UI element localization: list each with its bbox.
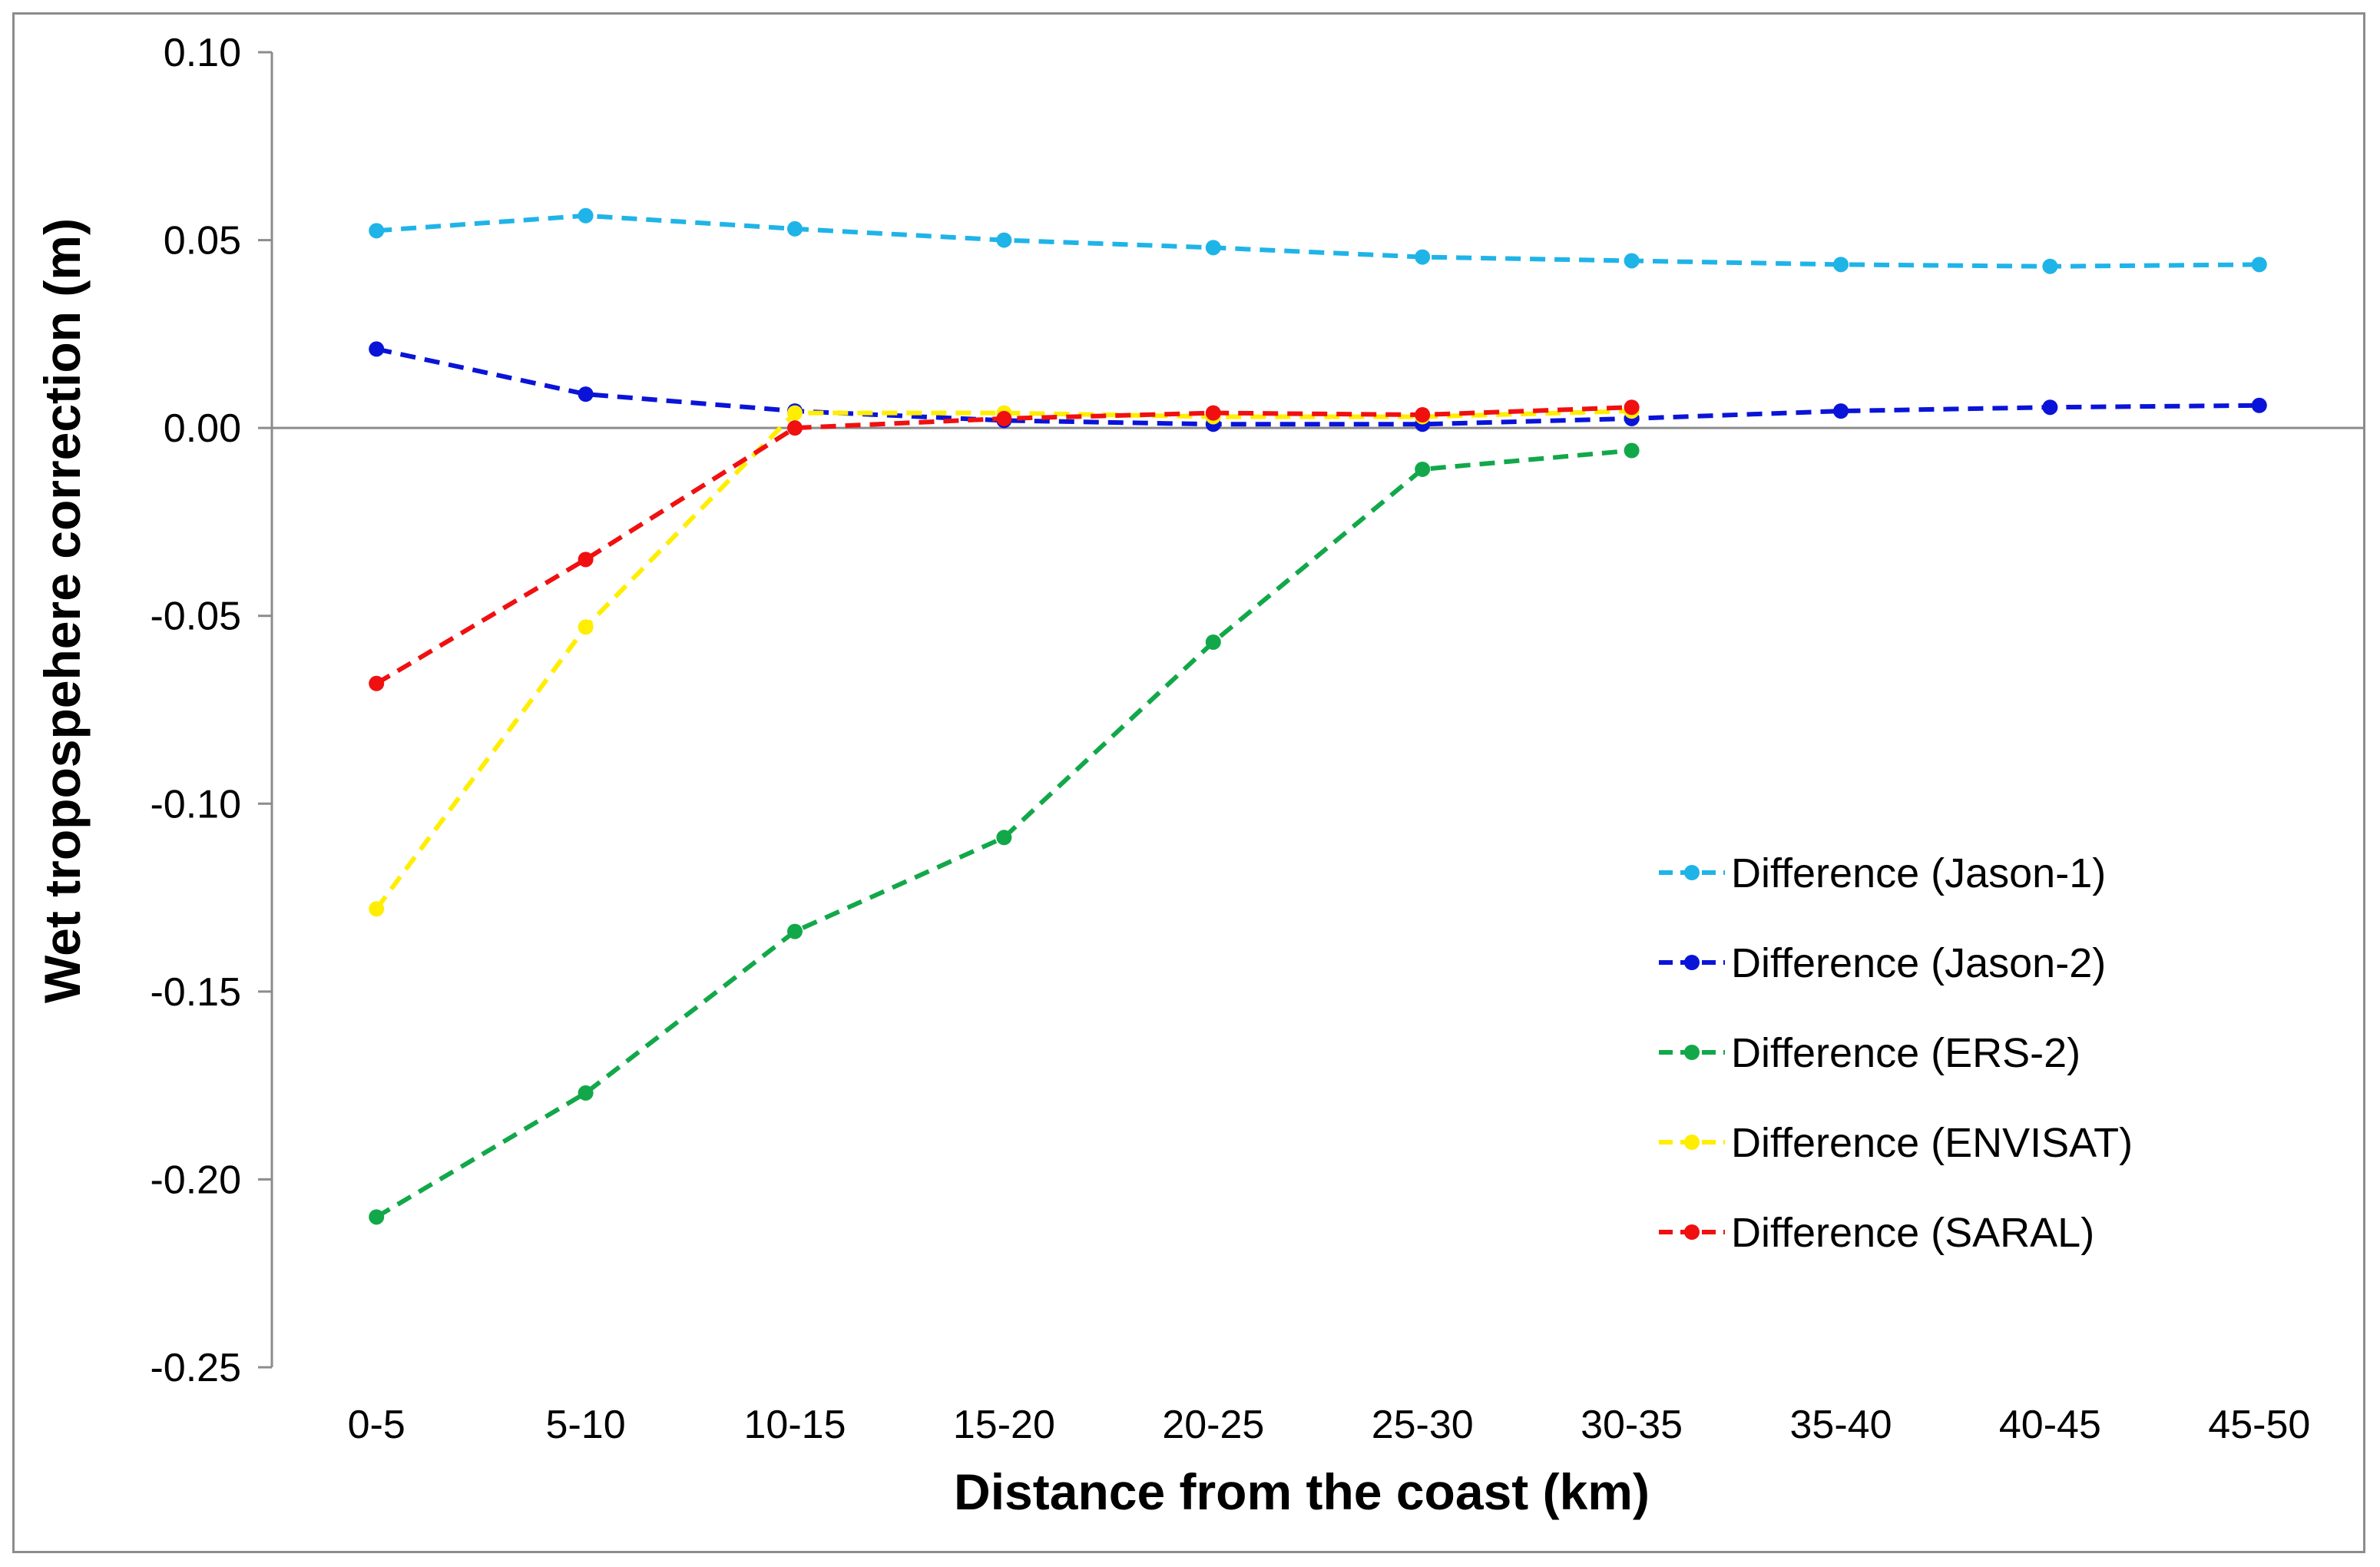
data-point — [578, 552, 594, 568]
series-line — [376, 213, 2259, 269]
data-point — [1415, 461, 1431, 477]
legend-marker — [1684, 955, 1700, 970]
legend-item: Difference (ERS-2) — [1659, 1030, 2080, 1076]
data-point — [1624, 399, 1640, 416]
data-point — [369, 675, 385, 691]
data-point — [2251, 257, 2267, 273]
x-tick-label: 10-15 — [744, 1403, 846, 1447]
y-tick-label: 0.00 — [164, 406, 241, 451]
legend-item: Difference (Jason-2) — [1659, 940, 2106, 986]
data-point — [787, 923, 803, 939]
series-lines — [369, 207, 2267, 1225]
legend-marker — [1684, 1135, 1700, 1150]
data-point — [1833, 257, 1849, 273]
series-4 — [369, 399, 1640, 691]
data-point — [1205, 634, 1221, 650]
x-tick-label: 15-20 — [953, 1403, 1055, 1447]
series-line — [375, 405, 1632, 686]
x-tick-label: 35-40 — [1790, 1403, 1892, 1447]
series-1 — [369, 341, 2267, 432]
y-tick-label: -0.05 — [150, 595, 241, 639]
legend-item: Difference (SARAL) — [1659, 1210, 2094, 1256]
chart-frame — [12, 12, 2365, 1553]
data-point — [578, 619, 594, 635]
y-tick-label: -0.25 — [150, 1346, 241, 1390]
legend-label: Difference (ENVISAT) — [1731, 1120, 2133, 1166]
data-point — [787, 420, 803, 436]
x-axis-title: Distance from the coast (km) — [954, 1463, 1650, 1520]
data-point — [2042, 258, 2058, 274]
data-point — [1415, 407, 1431, 423]
series-line — [376, 346, 2259, 427]
legend-label: Difference (Jason-1) — [1731, 850, 2106, 896]
data-point — [1624, 253, 1640, 269]
y-tick-label: 0.05 — [164, 219, 241, 263]
legend-marker — [1684, 865, 1700, 880]
data-point — [996, 410, 1012, 426]
legend-marker — [1684, 1224, 1700, 1240]
y-axis-title: Wet tropospehere correction (m) — [34, 218, 91, 1003]
x-tick-label: 0-5 — [348, 1403, 405, 1447]
data-point — [578, 207, 594, 224]
legend-label: Difference (Jason-2) — [1731, 940, 2106, 986]
data-point — [369, 1209, 385, 1225]
data-point — [787, 220, 803, 237]
data-point — [578, 1085, 594, 1101]
data-point — [1415, 249, 1431, 265]
x-tick-label: 45-50 — [2208, 1403, 2310, 1447]
legend-marker — [1684, 1045, 1700, 1060]
data-point — [996, 830, 1012, 846]
data-point — [1833, 403, 1849, 419]
data-point — [1205, 405, 1221, 421]
y-axis: 0.10 0.05 0.00 -0.05 -0.10 -0.15 -0.20 -0.25 — [150, 31, 273, 1390]
legend-item: Difference (ENVISAT) — [1659, 1120, 2133, 1166]
series-2 — [369, 442, 1640, 1225]
data-point — [1624, 442, 1640, 459]
x-tick-label: 25-30 — [1372, 1403, 1474, 1447]
data-point — [2251, 397, 2267, 413]
data-point — [1205, 240, 1221, 256]
legend: Difference (Jason-1) Difference (Jason-2)… — [1659, 850, 2133, 1256]
series-0 — [369, 207, 2267, 274]
legend-item: Difference (Jason-1) — [1659, 850, 2106, 896]
data-point — [578, 386, 594, 403]
x-tick-label: 30-35 — [1581, 1403, 1683, 1447]
legend-label: Difference (ERS-2) — [1731, 1030, 2080, 1076]
y-tick-label: -0.20 — [150, 1158, 241, 1202]
x-tick-label: 20-25 — [1162, 1403, 1264, 1447]
data-point — [369, 341, 385, 357]
x-tick-label: 40-45 — [1999, 1403, 2101, 1447]
y-tick-label: 0.10 — [164, 31, 241, 75]
data-point — [369, 223, 385, 239]
data-point — [787, 405, 803, 421]
data-point — [996, 232, 1012, 248]
data-point — [2042, 399, 2058, 416]
x-tick-label: 5-10 — [546, 1403, 626, 1447]
y-tick-label: -0.15 — [150, 970, 241, 1015]
legend-label: Difference (SARAL) — [1731, 1210, 2094, 1256]
x-axis: 0-5 5-10 10-15 15-20 20-25 25-30 30-35 35-40 40-… — [272, 426, 2364, 1447]
data-point — [369, 901, 385, 917]
y-tick-label: -0.10 — [150, 782, 241, 827]
